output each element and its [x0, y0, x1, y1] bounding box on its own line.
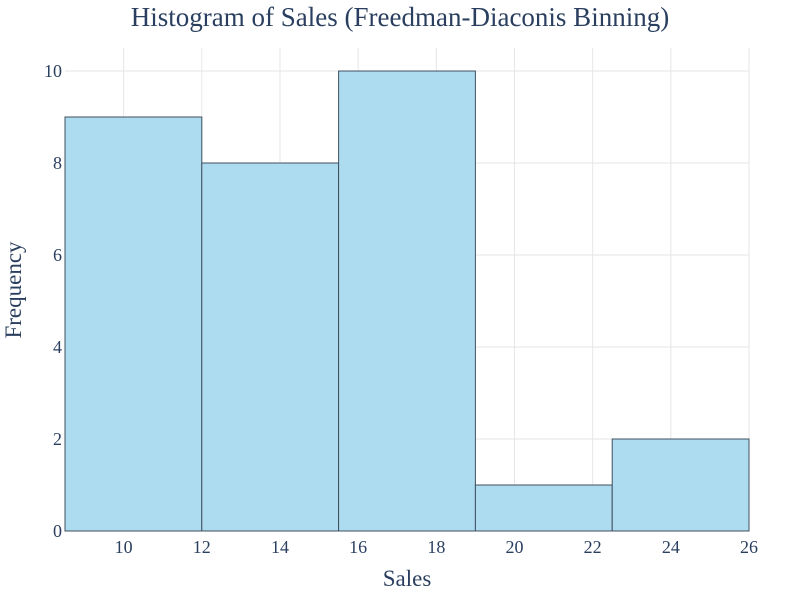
x-tick-label: 12 [193, 537, 211, 557]
y-tick-label: 0 [53, 521, 62, 541]
x-tick-label: 24 [662, 537, 680, 557]
histogram-bar-3 [338, 70, 476, 532]
histogram-bar-5 [611, 438, 750, 532]
histogram-bar-4 [474, 484, 613, 532]
x-tick-label: 14 [271, 537, 289, 557]
y-tick-label: 4 [53, 337, 62, 357]
y-tick-label: 10 [44, 61, 62, 81]
x-axis-ticks: 10 12 14 16 18 20 22 24 26 [115, 537, 758, 557]
x-tick-label: 16 [349, 537, 367, 557]
x-tick-label: 22 [584, 537, 602, 557]
x-tick-label: 18 [427, 537, 445, 557]
x-tick-label: 26 [740, 537, 758, 557]
y-axis-title: Frequency [1, 241, 26, 339]
histogram-bar-2 [201, 162, 340, 532]
y-tick-label: 6 [53, 245, 62, 265]
x-tick-label: 20 [505, 537, 523, 557]
bars [64, 70, 750, 532]
y-tick-label: 8 [53, 153, 62, 173]
x-axis-title: Sales [383, 566, 432, 591]
x-tick-label: 10 [115, 537, 133, 557]
y-axis-ticks: 0 2 4 6 8 10 [44, 61, 62, 541]
chart-title: Histogram of Sales (Freedman-Diaconis Bi… [131, 2, 669, 32]
y-tick-label: 2 [53, 429, 62, 449]
histogram-bar-1 [64, 116, 203, 532]
